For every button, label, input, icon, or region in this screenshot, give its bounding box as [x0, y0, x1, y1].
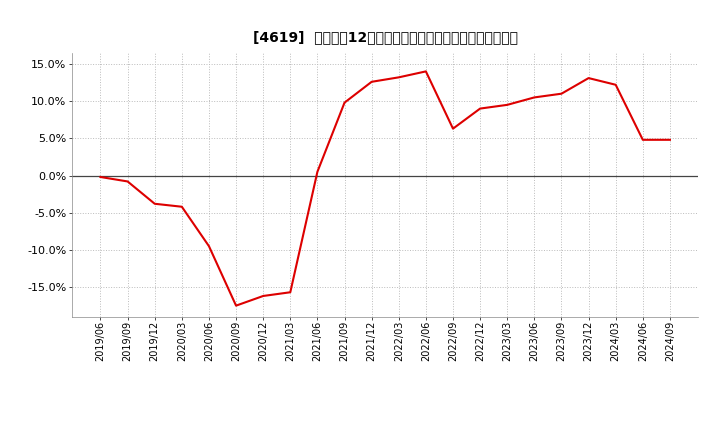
- Title: [4619]  売上高の12か月移動合計の対前年同期増減率の推移: [4619] 売上高の12か月移動合計の対前年同期増減率の推移: [253, 31, 518, 45]
